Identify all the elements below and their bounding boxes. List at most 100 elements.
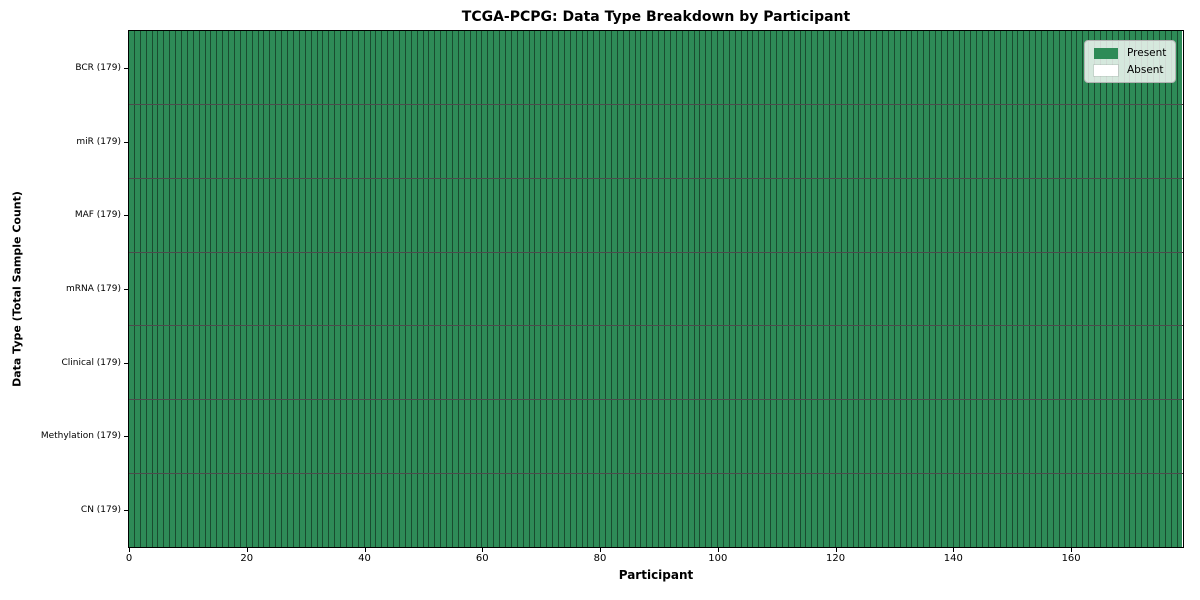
heatmap-cell xyxy=(157,252,164,326)
heatmap-cell xyxy=(929,252,936,326)
heatmap-cell xyxy=(457,178,464,252)
heatmap-cell xyxy=(946,31,953,104)
heatmap-cell xyxy=(410,474,417,548)
heatmap-cell xyxy=(222,400,229,474)
heatmap-cell xyxy=(1170,326,1177,400)
heatmap-cell xyxy=(988,252,994,326)
y-tick-label-mrna: mRNA (179) xyxy=(66,284,121,294)
heatmap-cell xyxy=(1117,104,1124,178)
heatmap-cell xyxy=(487,252,494,326)
heatmap-cell xyxy=(734,31,741,104)
heatmap-cell xyxy=(216,104,223,178)
heatmap-cell xyxy=(505,252,511,326)
heatmap-cell xyxy=(752,104,759,178)
heatmap-cell xyxy=(734,326,741,400)
heatmap-cell xyxy=(546,178,553,252)
heatmap-cell xyxy=(1164,400,1171,474)
heatmap-cell xyxy=(410,252,417,326)
heatmap-cell xyxy=(893,31,900,104)
heatmap-cell xyxy=(393,252,399,326)
heatmap-cell xyxy=(705,474,712,548)
heatmap-cell xyxy=(463,31,470,104)
heatmap-cell xyxy=(157,104,164,178)
heatmap-cell xyxy=(1176,474,1183,548)
heatmap-cell xyxy=(1082,400,1089,474)
heatmap-cell xyxy=(905,178,912,252)
heatmap-cell xyxy=(770,178,776,252)
heatmap-cell xyxy=(640,474,647,548)
heatmap-cell xyxy=(416,474,423,548)
heatmap-cell xyxy=(129,104,134,178)
absent-swatch-icon xyxy=(1093,63,1119,77)
heatmap-cell xyxy=(982,31,989,104)
heatmap-cell xyxy=(287,400,293,474)
heatmap-cell xyxy=(534,252,541,326)
heatmap-cell xyxy=(1123,474,1130,548)
heatmap-cell xyxy=(145,104,152,178)
heatmap-cell xyxy=(175,326,182,400)
heatmap-cell xyxy=(234,326,240,400)
heatmap-cell xyxy=(198,178,205,252)
heatmap-cell xyxy=(381,326,388,400)
heatmap-cell xyxy=(1017,400,1024,474)
heatmap-cell xyxy=(852,326,859,400)
heatmap-cell xyxy=(669,104,676,178)
heatmap-cell xyxy=(581,252,588,326)
heatmap-cell xyxy=(758,326,765,400)
heatmap-cell xyxy=(993,400,1000,474)
heatmap-cell xyxy=(652,178,659,252)
heatmap-row-bcr xyxy=(129,31,1183,104)
heatmap-cell xyxy=(505,474,511,548)
heatmap-cell xyxy=(722,104,729,178)
heatmap-cell xyxy=(652,104,659,178)
heatmap-cell xyxy=(1094,474,1100,548)
heatmap-cell xyxy=(1076,252,1083,326)
heatmap-cell xyxy=(1088,178,1095,252)
heatmap-cell xyxy=(817,104,824,178)
heatmap-cell xyxy=(351,31,358,104)
heatmap-cell xyxy=(952,178,959,252)
heatmap-cell xyxy=(611,31,617,104)
heatmap-cell xyxy=(787,474,794,548)
heatmap-cell xyxy=(652,400,659,474)
heatmap-cell xyxy=(616,178,623,252)
heatmap-cell xyxy=(1117,252,1124,326)
heatmap-cell xyxy=(1123,178,1130,252)
heatmap-cell xyxy=(622,31,629,104)
heatmap-cell xyxy=(593,104,600,178)
heatmap-cell xyxy=(699,400,706,474)
heatmap-cell xyxy=(793,178,800,252)
heatmap-cell xyxy=(970,326,977,400)
heatmap-cell xyxy=(216,326,223,400)
heatmap-cell xyxy=(487,104,494,178)
heatmap-cell xyxy=(569,178,576,252)
heatmap-cell xyxy=(746,326,753,400)
heatmap-cell xyxy=(198,474,205,548)
heatmap-cell xyxy=(298,474,305,548)
heatmap-cell xyxy=(1141,474,1148,548)
heatmap-cell xyxy=(970,104,977,178)
heatmap-cell xyxy=(369,104,376,178)
heatmap-cell xyxy=(705,252,712,326)
heatmap-cell xyxy=(611,474,617,548)
heatmap-cell xyxy=(705,31,712,104)
heatmap-cell xyxy=(1041,474,1047,548)
y-tick-mark xyxy=(124,67,128,69)
heatmap-cell xyxy=(587,326,594,400)
heatmap-cell xyxy=(275,474,282,548)
heatmap-cell xyxy=(616,104,623,178)
heatmap-cell xyxy=(622,104,629,178)
y-tick-label-clinical: Clinical (179) xyxy=(61,357,121,368)
heatmap-cell xyxy=(964,31,971,104)
heatmap-cell xyxy=(1088,252,1095,326)
heatmap-cell xyxy=(1176,104,1183,178)
heatmap-cell xyxy=(434,474,441,548)
heatmap-cell xyxy=(181,104,187,178)
heatmap-cell xyxy=(976,31,983,104)
heatmap-cell xyxy=(263,31,270,104)
x-tick-label: 40 xyxy=(358,553,371,564)
heatmap-cell xyxy=(357,252,364,326)
heatmap-cell xyxy=(823,104,829,178)
heatmap-cell xyxy=(658,474,665,548)
heatmap-cell xyxy=(204,178,211,252)
